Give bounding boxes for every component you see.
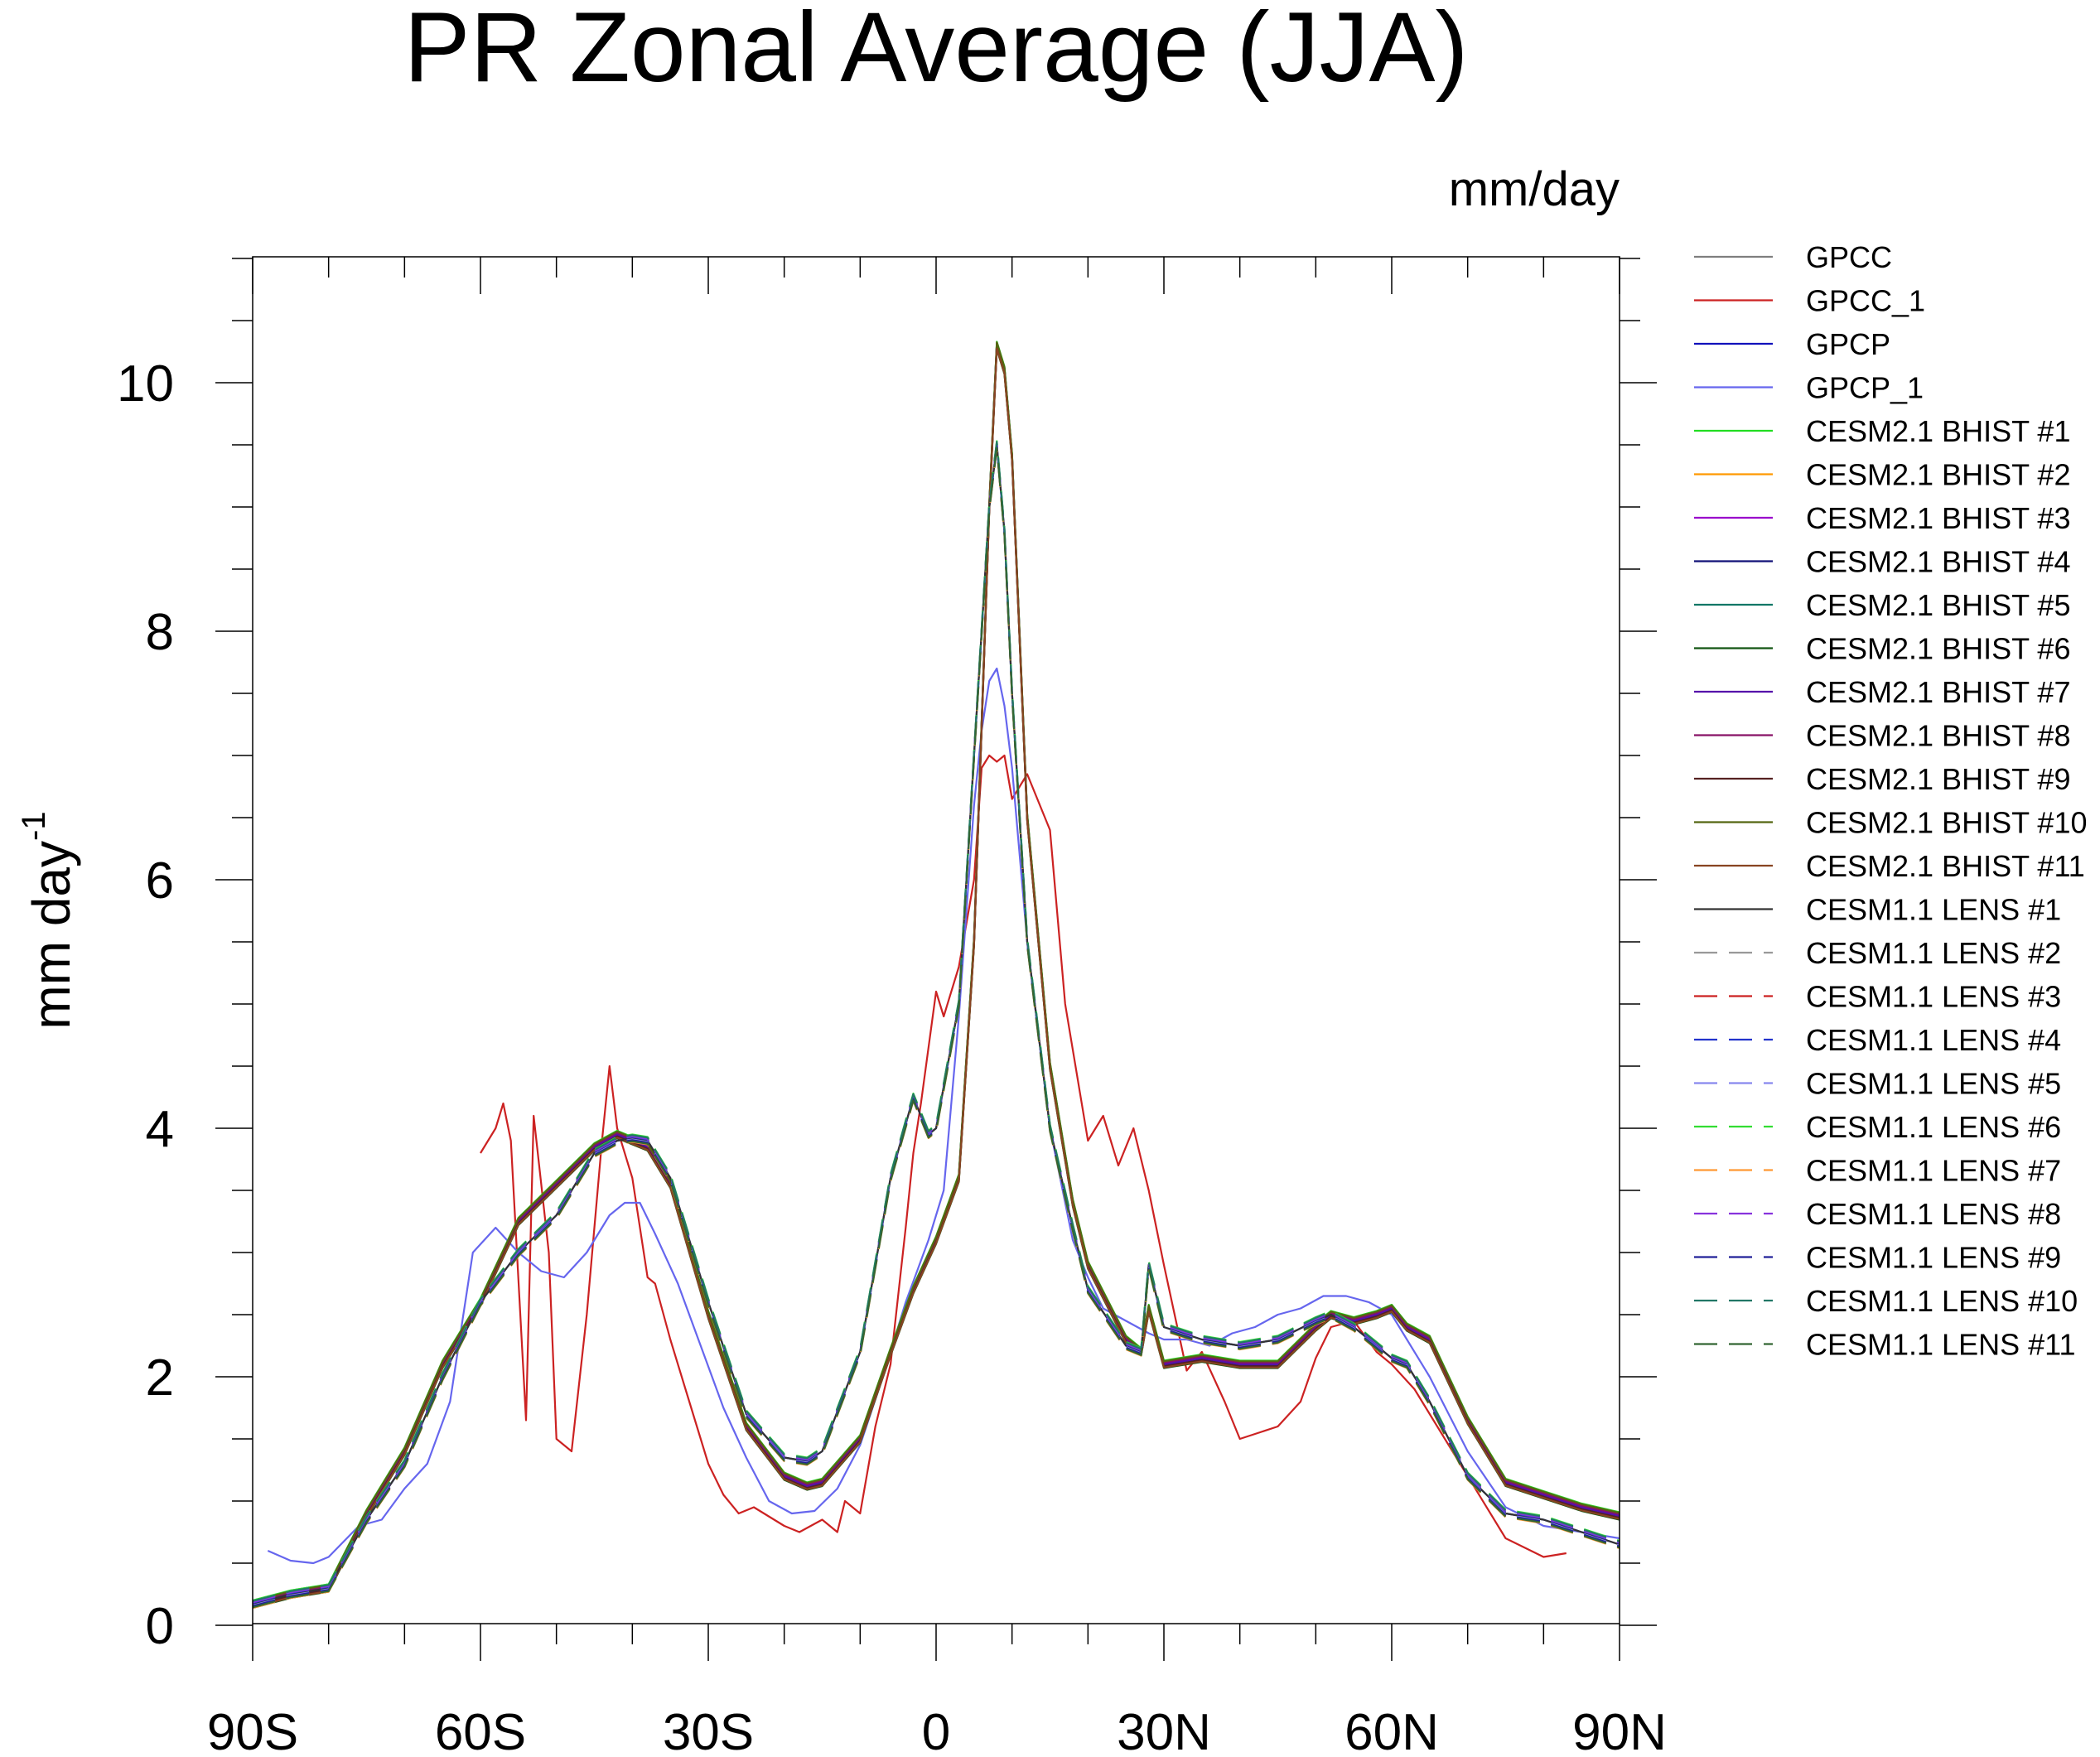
legend-label: CESM2.1 BHIST #5 — [1806, 588, 2070, 622]
y-tick-label: 2 — [146, 1349, 174, 1407]
legend-label: CESM1.1 LENS #4 — [1806, 1023, 2061, 1057]
x-tick-label: 90N — [1572, 1704, 1667, 1757]
series-line-9 — [253, 341, 1620, 1603]
series-line-1 — [253, 344, 1620, 1605]
axis-ticks: 90S 60S 30S 0 30N 60N 90N 0 2 4 6 8 10 — [117, 257, 1667, 1757]
series-line-10 — [253, 348, 1620, 1610]
series-line-26 — [253, 446, 1620, 1609]
series-line-22 — [253, 447, 1620, 1610]
series-line-19 — [253, 442, 1620, 1605]
plot-frame — [252, 256, 1620, 1624]
series-line-6 — [253, 346, 1620, 1608]
series-line-4 — [267, 667, 1620, 1565]
y-tick-label: 10 — [117, 355, 174, 413]
y-tick-label: 4 — [146, 1101, 174, 1158]
series-line-11 — [253, 344, 1620, 1605]
legend-label: CESM2.1 BHIST #11 — [1806, 849, 2085, 883]
legend-label: CESM2.1 BHIST #6 — [1806, 632, 2070, 666]
x-tick-label: 0 — [922, 1704, 950, 1757]
legend-label: CESM1.1 LENS #1 — [1806, 893, 2061, 927]
legend-label: CESM1.1 LENS #6 — [1806, 1110, 2061, 1144]
legend-label: CESM2.1 BHIST #10 — [1806, 806, 2088, 840]
series-line-2 — [480, 754, 1567, 1558]
series-line-25 — [253, 441, 1620, 1602]
units-label: mm/day — [1449, 162, 1620, 216]
legend-label: GPCP — [1806, 327, 1890, 361]
y-tick-label: 8 — [146, 604, 174, 661]
y-axis-label-superscript: -1 — [16, 811, 52, 841]
series-line-8 — [253, 345, 1620, 1607]
series-line-13 — [253, 346, 1620, 1607]
series-line-21 — [253, 440, 1620, 1602]
legend-label: CESM1.1 LENS #5 — [1806, 1067, 2061, 1101]
y-tick-label: 6 — [146, 852, 174, 910]
series-line-16 — [253, 443, 1620, 1605]
series-line-23 — [253, 442, 1620, 1604]
series-line-20 — [253, 445, 1620, 1607]
y-axis-label-text: mm day — [22, 841, 81, 1030]
x-tick-label: 30S — [663, 1704, 754, 1757]
series-line-12 — [253, 342, 1620, 1604]
series-line-18 — [253, 446, 1620, 1608]
legend: GPCC GPCC_1 GPCP GPCP_1 CESM2.1 BHIST #1 CESM… — [1694, 240, 2088, 1362]
legend-label: CESM1.1 LENS #11 — [1806, 1328, 2076, 1362]
legend-label: CESM2.1 BHIST #4 — [1806, 545, 2070, 579]
legend-label: CESM2.1 BHIST #9 — [1806, 762, 2070, 796]
series-line-7 — [253, 343, 1620, 1605]
x-tick-label: 60S — [435, 1704, 526, 1757]
legend-label: GPCC_1 — [1806, 284, 1925, 318]
series-line-17 — [253, 441, 1620, 1603]
legend-label: CESM1.1 LENS #9 — [1806, 1241, 2061, 1275]
legend-label: CESM1.1 LENS #2 — [1806, 936, 2061, 970]
series-line-15 — [253, 347, 1620, 1609]
legend-label: CESM1.1 LENS #3 — [1806, 980, 2061, 1014]
legend-label: CESM2.1 BHIST #3 — [1806, 501, 2070, 535]
x-tick-label: 60N — [1344, 1704, 1439, 1757]
legend-label: CESM1.1 LENS #10 — [1806, 1284, 2078, 1318]
series-line-14 — [253, 341, 1620, 1602]
legend-label: GPCP_1 — [1806, 371, 1924, 405]
x-tick-label: 30N — [1117, 1704, 1211, 1757]
legend-label: CESM2.1 BHIST #2 — [1806, 458, 2070, 492]
legend-label: CESM1.1 LENS #8 — [1806, 1197, 2061, 1231]
legend-label: CESM1.1 LENS #7 — [1806, 1154, 2061, 1188]
y-tick-label: 0 — [146, 1598, 174, 1655]
series-line-5 — [253, 340, 1620, 1602]
series-line-3 — [253, 443, 1620, 1605]
chart-title: PR Zonal Average (JJA) — [403, 0, 1468, 103]
series-lines — [253, 340, 1620, 1610]
legend-label: CESM2.1 BHIST #7 — [1806, 675, 2070, 709]
series-line-24 — [253, 446, 1620, 1607]
legend-label: CESM2.1 BHIST #8 — [1806, 719, 2070, 753]
x-tick-label: 90S — [207, 1704, 298, 1757]
legend-label: GPCC — [1806, 240, 1892, 274]
legend-label: CESM2.1 BHIST #1 — [1806, 414, 2070, 448]
y-axis-label: mm day-1 — [16, 811, 81, 1029]
